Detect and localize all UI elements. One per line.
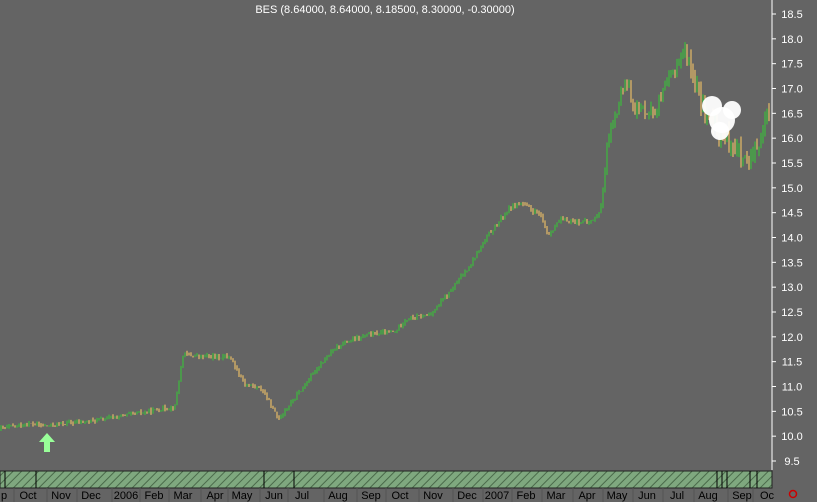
y-tick-label: 13.5 [781, 257, 802, 269]
x-tick-label: Dec [457, 490, 477, 502]
y-tick-label: 12.5 [781, 307, 802, 319]
time-strip-bar [0, 470, 773, 489]
y-tick-label: 10.0 [781, 431, 802, 443]
y-tick-label: 12.0 [781, 332, 802, 344]
x-tick-label: Jun [265, 490, 283, 502]
x-tick-label: Nov [423, 490, 443, 502]
y-tick-label: 9.5 [784, 456, 799, 468]
overlay-blobs [702, 96, 741, 140]
x-tick-label: 2006 [114, 490, 138, 502]
y-tick-label: 14.0 [781, 233, 802, 245]
overlay-blob [711, 122, 729, 140]
y-tick-label: 18.5 [781, 9, 802, 21]
overlay-blob [723, 101, 741, 119]
y-tick-label: 17.5 [781, 59, 802, 71]
x-tick-label: May [607, 490, 628, 502]
x-tick-label: Jul [670, 490, 684, 502]
y-tick-label: 16.5 [781, 108, 802, 120]
x-tick-label: Apr [206, 490, 223, 502]
x-tick-label: Mar [174, 490, 193, 502]
x-tick-label: Dec [81, 490, 101, 502]
x-tick-label: Jun [638, 490, 656, 502]
y-tick-label: 16.0 [781, 133, 802, 145]
x-tick-label: 2007 [485, 490, 509, 502]
x-tick-label: Nov [51, 490, 71, 502]
y-tick-label: 18.0 [781, 34, 802, 46]
x-tick-label: Oc [760, 490, 775, 502]
y-tick-label: 15.5 [781, 158, 802, 170]
x-axis: p Oct Nov Dec 2006 Feb Mar Apr May Jun Jul Aug Sep Oc… [1, 488, 798, 502]
y-tick-label: 15.0 [781, 183, 802, 195]
x-tick-label: Oct [19, 490, 36, 502]
x-tick-label: Apr [578, 490, 595, 502]
signal-markers [39, 433, 55, 452]
x-tick-label: Jul [295, 490, 309, 502]
y-tick-label: 10.5 [781, 406, 802, 418]
close-icon[interactable] [788, 489, 798, 499]
x-tick-label: Feb [145, 490, 164, 502]
x-tick-label: May [232, 490, 253, 502]
buy-signal-arrow [39, 433, 55, 452]
x-tick-label: Sep [732, 490, 752, 502]
x-tick-label: Aug [328, 490, 348, 502]
chart-title: BES (8.64000, 8.64000, 8.18500, 8.30000,… [255, 4, 514, 16]
x-tick-label: Oct [391, 490, 408, 502]
x-tick-label: Mar [547, 490, 566, 502]
y-tick-label: 17.0 [781, 84, 802, 96]
time-strip [0, 470, 773, 489]
x-tick-label: Aug [698, 490, 718, 502]
y-axis: 9.5 10.0 10.5 11.0 11.5 12.0 12.5 13.0 13.5 14.0 1… [771, 0, 803, 470]
y-tick-label: 11.5 [782, 357, 803, 369]
y-tick-label: 13.0 [781, 282, 802, 294]
x-tick-label: Feb [517, 490, 536, 502]
x-tick-label: p [1, 490, 7, 502]
y-tick-label: 11.0 [782, 382, 803, 394]
y-tick-label: 14.5 [781, 208, 802, 220]
x-tick-label: Sep [361, 490, 381, 502]
